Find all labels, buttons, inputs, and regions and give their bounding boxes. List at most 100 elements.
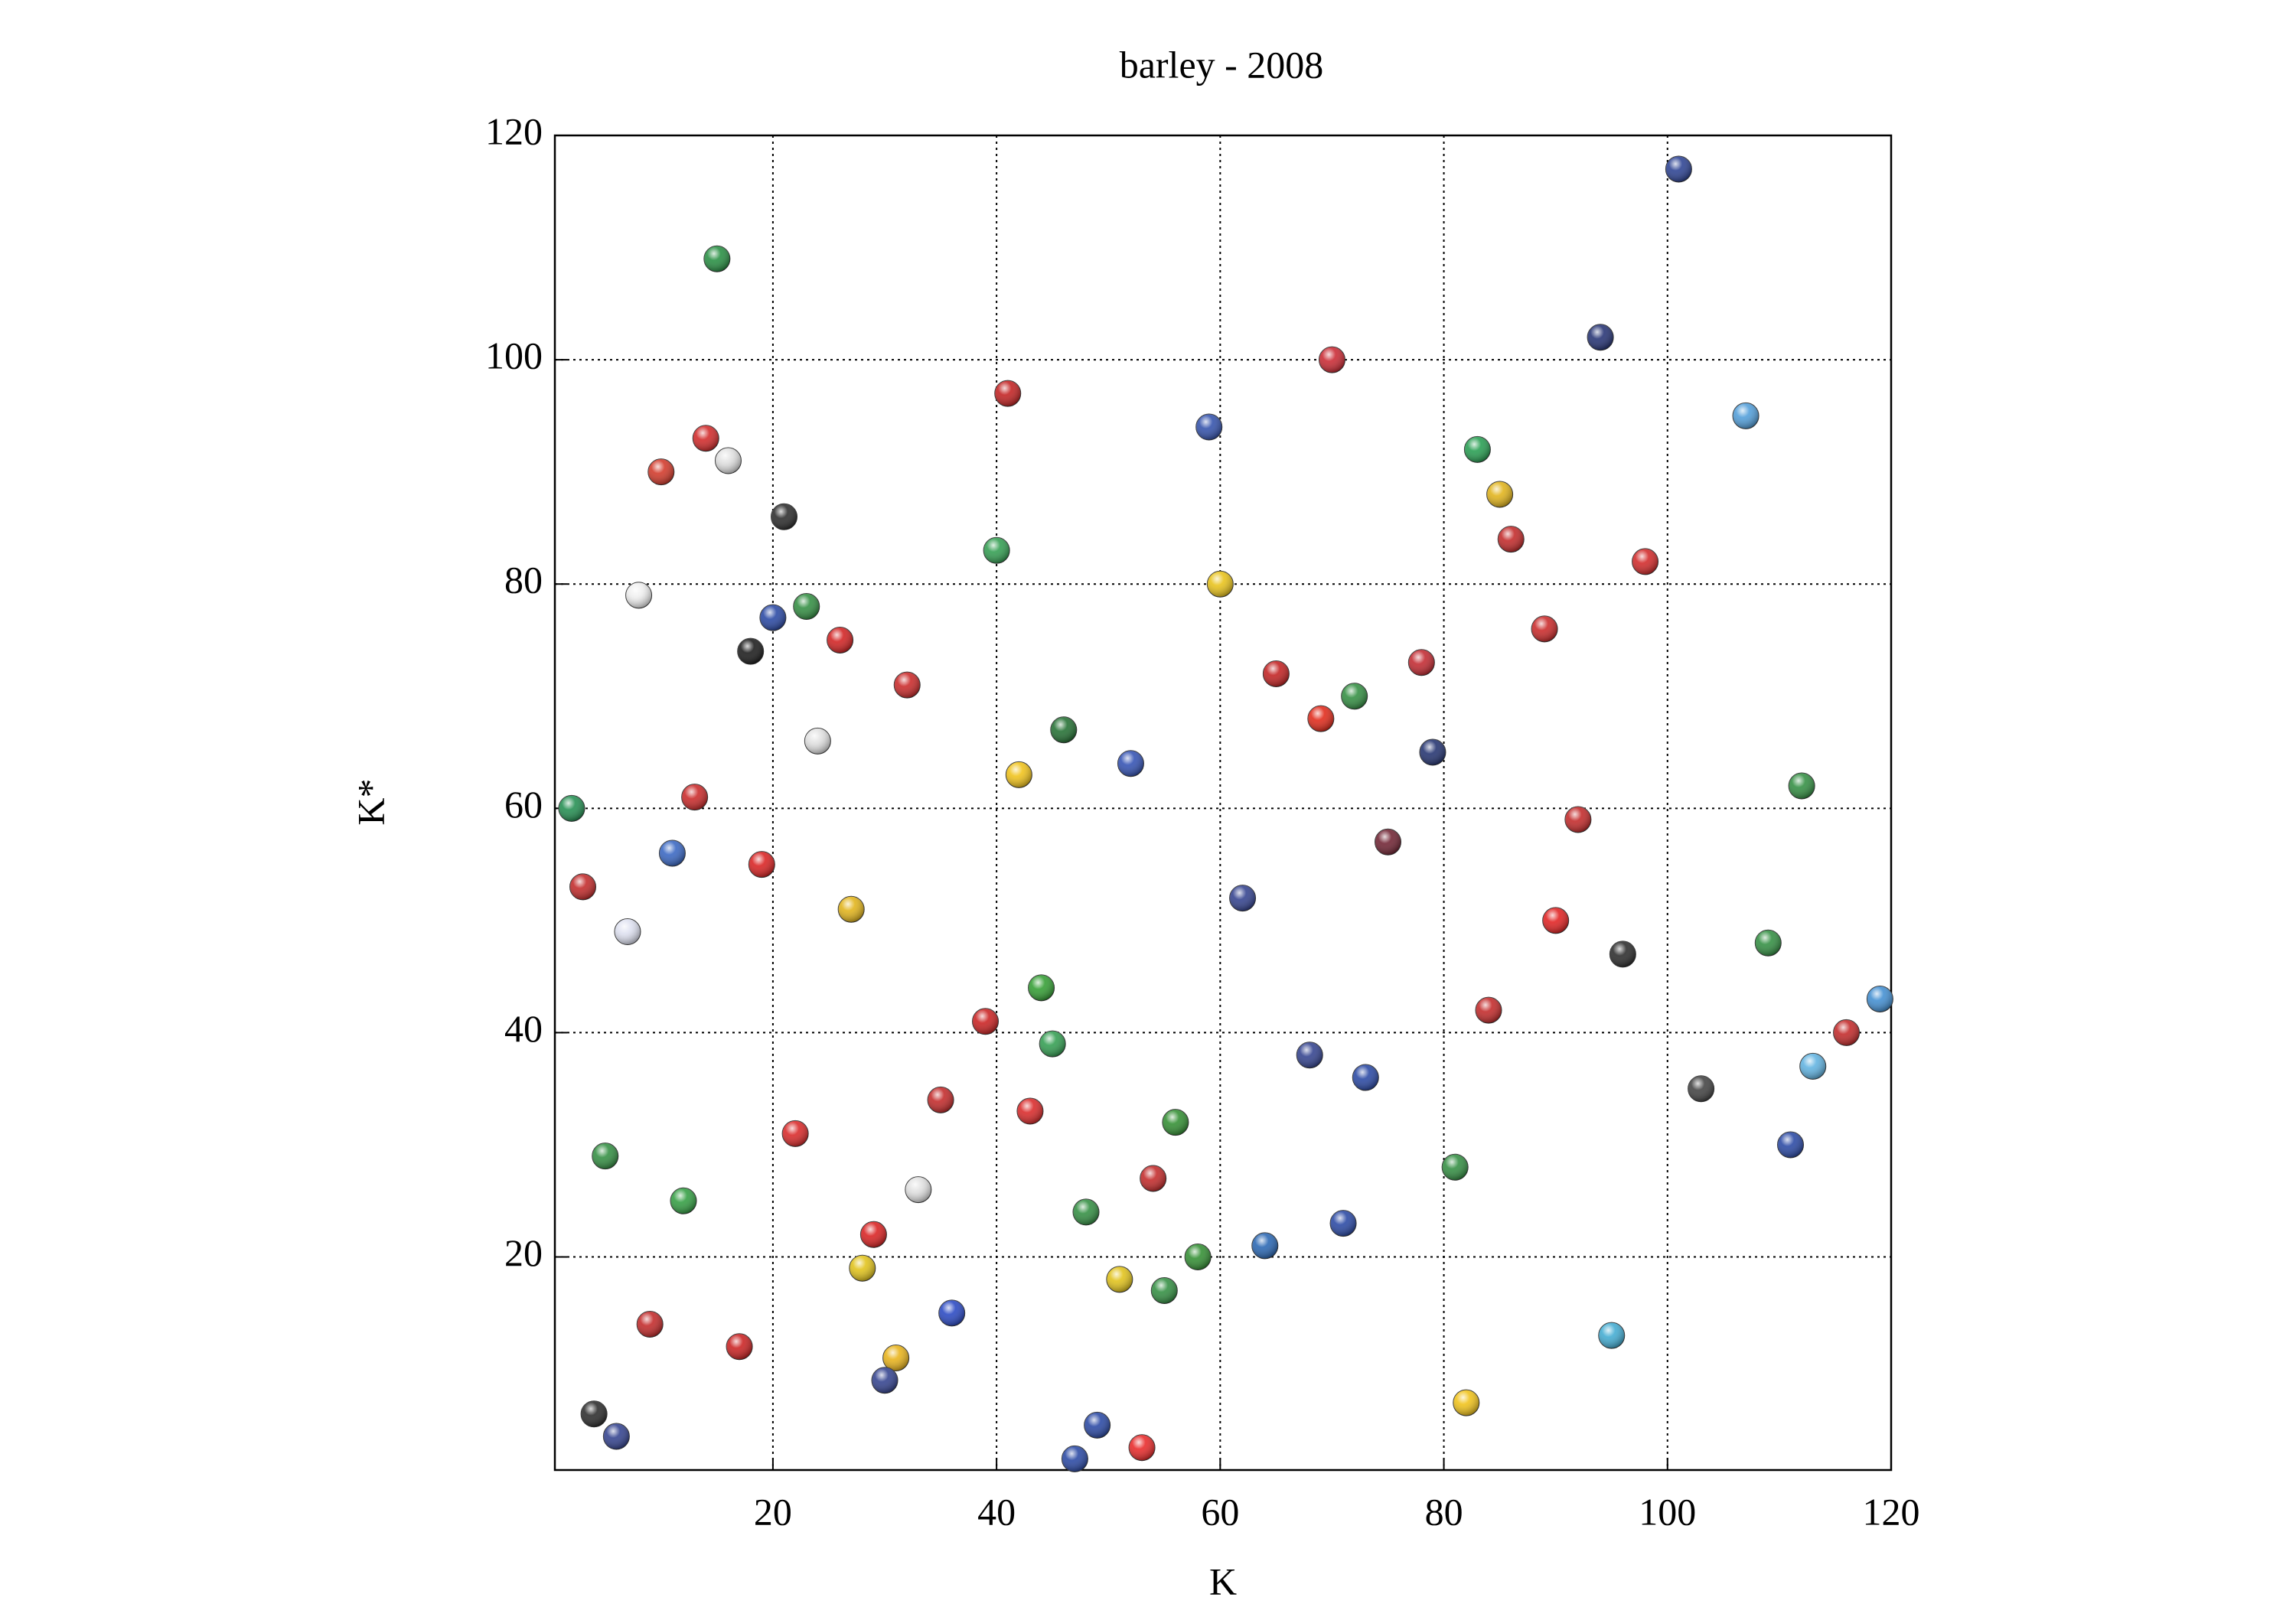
point-shine [1442,1154,1469,1181]
point-shine [1229,885,1256,911]
point-shine [1117,750,1144,777]
x-tick-label: 80 [1425,1490,1463,1533]
point-shine [1733,403,1760,429]
point-shine [1129,1434,1156,1461]
y-tick-label: 60 [504,783,543,826]
point-shine [1185,1244,1212,1270]
point-shine [659,839,686,866]
point-shine [1587,324,1614,350]
x-tick-label: 100 [1639,1490,1696,1533]
point-shine [569,873,596,900]
point-shine [1006,761,1032,788]
point-shine [905,1176,931,1203]
point-shine [1498,526,1525,553]
point-shine [1352,1064,1379,1091]
point-shine [1207,571,1234,598]
point-shine [614,918,641,945]
point-shine [1106,1266,1133,1292]
point-shine [1564,806,1591,833]
point-shine [804,728,831,755]
point-shine [1598,1322,1625,1349]
point-shine [1799,1053,1826,1080]
point-shine [872,1367,899,1393]
point-shine [1039,1031,1066,1058]
point-shine [637,1311,664,1338]
point-shine [1464,436,1491,463]
y-axis-label: K* [349,778,392,825]
point-shine [603,1423,630,1450]
point-shine [1688,1075,1714,1102]
y-tick-label: 120 [485,109,543,152]
point-shine [1050,716,1077,743]
point-shine [1162,1109,1189,1136]
point-shine [1251,1232,1278,1259]
point-shine [1542,907,1569,934]
point-shine [681,784,708,810]
point-shine [726,1333,753,1360]
point-shine [748,851,775,878]
point-shine [827,627,853,654]
x-tick-label: 120 [1863,1490,1920,1533]
point-shine [737,638,764,665]
point-shine [1867,986,1893,1012]
point-shine [1419,739,1446,766]
point-shine [693,425,719,451]
y-tick-label: 40 [504,1007,543,1050]
point-shine [1408,649,1435,676]
point-shine [1789,773,1815,800]
point-shine [849,1255,876,1282]
x-tick-label: 40 [977,1490,1016,1533]
point-shine [1062,1446,1088,1472]
plot-frame [553,134,1893,1472]
point-shine [759,605,786,631]
point-shine [1632,548,1658,575]
point-shine [1195,414,1222,441]
point-shine [592,1143,618,1169]
point-shine [1453,1390,1479,1416]
point-shine [894,672,921,699]
point-shine [1755,930,1782,957]
x-axis-label: K [1209,1560,1237,1602]
point-shine [1531,615,1558,642]
point-shine [581,1400,608,1427]
point-shine [983,537,1010,564]
chart-title: barley - 2008 [1120,43,1324,86]
point-shine [882,1345,909,1371]
point-shine [1341,683,1368,709]
point-shine [1296,1041,1323,1068]
point-shine [793,593,820,620]
point-shine [1609,940,1636,967]
point-shine [558,795,585,822]
point-shine [1330,1210,1357,1237]
point-shine [1486,481,1513,507]
point-shine [1016,1098,1043,1125]
point-shine [994,380,1021,407]
point-shine [1777,1131,1804,1158]
point-shine [625,582,652,608]
point-shine [928,1087,954,1113]
point-shine [1028,974,1055,1001]
point-shine [670,1188,697,1214]
point-shine [1140,1165,1166,1191]
point-shine [938,1299,965,1326]
point-shine [782,1120,809,1147]
point-shine [1375,829,1401,856]
point-shine [860,1221,887,1248]
y-tick-label: 80 [504,559,543,601]
point-shine [1665,155,1692,182]
y-tick-label: 100 [485,334,543,377]
point-shine [1084,1412,1110,1439]
point-shine [647,458,674,485]
point-shine [838,896,865,923]
point-shine [972,1008,999,1035]
point-shine [1263,660,1290,687]
x-tick-label: 60 [1201,1490,1239,1533]
x-tick-label: 20 [754,1490,792,1533]
y-tick-label: 20 [504,1231,543,1274]
point-shine [771,504,797,530]
point-shine [715,448,742,474]
point-shine [1307,706,1334,732]
point-shine [1073,1198,1100,1225]
